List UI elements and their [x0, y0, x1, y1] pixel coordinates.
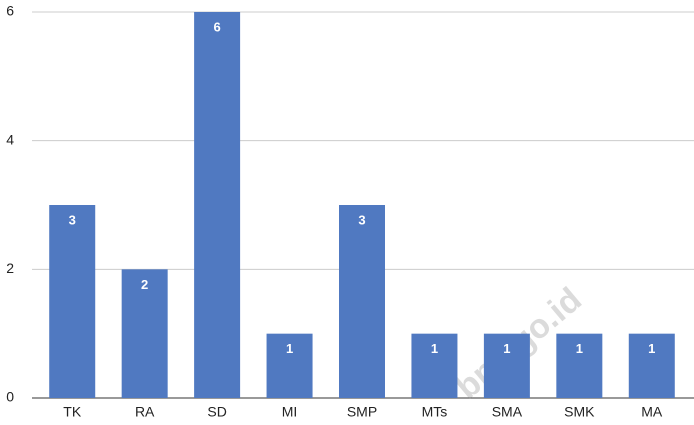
bar — [266, 333, 313, 398]
bar — [411, 333, 458, 398]
x-tick-label: MI — [282, 404, 298, 420]
value-label: 1 — [648, 341, 655, 356]
x-tick-label: SMP — [347, 404, 377, 420]
value-label: 1 — [286, 341, 293, 356]
x-tick-label: SD — [207, 404, 226, 420]
bar — [49, 205, 96, 398]
bar — [556, 333, 603, 398]
value-label: 1 — [431, 341, 438, 356]
x-tick-label: MA — [641, 404, 663, 420]
value-label: 1 — [503, 341, 510, 356]
value-label: 3 — [358, 212, 365, 227]
x-tick-label: SMA — [492, 404, 523, 420]
x-tick-label: MTs — [422, 404, 448, 420]
bar — [194, 12, 241, 398]
x-tick-label: TK — [63, 404, 82, 420]
y-tick-label: 6 — [6, 3, 14, 19]
value-label: 6 — [213, 19, 220, 34]
bar — [339, 205, 385, 398]
value-label: 3 — [69, 212, 76, 227]
y-tick-label: 0 — [6, 389, 14, 405]
y-tick-label: 2 — [6, 260, 14, 276]
x-tick-label: RA — [135, 404, 155, 420]
value-label: 2 — [141, 277, 148, 292]
bar — [121, 269, 168, 398]
value-label: 1 — [576, 341, 583, 356]
bar — [483, 333, 530, 398]
bar — [628, 333, 675, 398]
y-tick-label: 4 — [6, 131, 14, 147]
x-tick-label: SMK — [564, 404, 595, 420]
